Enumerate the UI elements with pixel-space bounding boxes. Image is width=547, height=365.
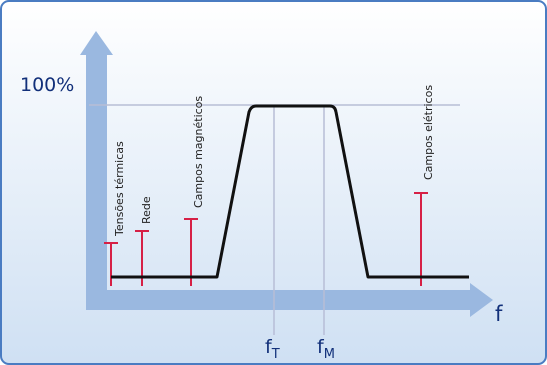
x-axis-label: f: [495, 302, 503, 326]
interference-markers: [104, 192, 428, 286]
marker-ft-main: f: [265, 336, 273, 358]
marker-fm-sub: M: [324, 347, 335, 362]
y-axis: [80, 31, 113, 310]
x-axis: [86, 283, 493, 317]
marker-campos-magneticos: [184, 218, 198, 286]
y-axis-label: 100%: [20, 74, 74, 96]
label-campos-eletricos: Campos elétricos: [422, 85, 435, 180]
marker-tensoes-termicas: [104, 242, 118, 286]
label-rede: Rede: [140, 196, 153, 224]
filter-response-curve: [111, 104, 469, 279]
marker-fm-main: f: [317, 336, 325, 358]
label-tensoes-termicas: Tensões térmicas: [113, 141, 126, 237]
label-campos-magneticos: Campos magnéticos: [192, 96, 205, 208]
marker-ft-sub: T: [271, 347, 280, 362]
marker-label-ft: fT: [265, 336, 280, 362]
marker-label-fm: fM: [317, 336, 335, 362]
marker-campos-eletricos: [414, 192, 428, 286]
